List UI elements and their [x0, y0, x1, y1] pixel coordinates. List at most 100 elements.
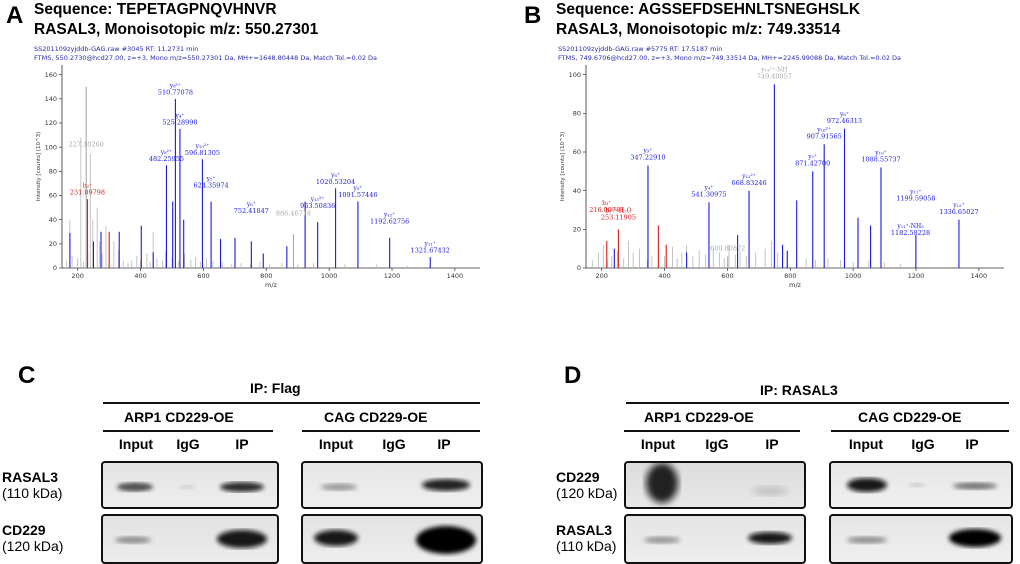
ion-label: y₈⁺ [330, 172, 340, 179]
ion-label: y₆⁺ [246, 201, 256, 208]
ion-label: y₁₀²⁺ [195, 143, 210, 150]
x-tick-label: 200 [596, 272, 608, 280]
mz-label: 1088.55737 [861, 156, 900, 164]
y-tick-label: 100 [569, 71, 581, 79]
mz-label: 510.77078 [158, 88, 193, 96]
spectrum-b-plot: 0 20 40 60 80 100 200 400 600 800 1000 1200 1400 m/z I… [560, 65, 1004, 289]
x-tick-label: 1200 [908, 272, 925, 280]
mz-label: 624.35974 [194, 181, 229, 189]
spectrum-a: SS201109zyjddb-GAG.raw #3045 RT: 11.2731… [28, 43, 488, 290]
panel-c-lane-ip-2: IP [437, 436, 451, 452]
x-tick-label: 600 [197, 272, 209, 280]
ion-label: y₈⁺ [839, 111, 849, 118]
panel-d-group-1-rule [624, 430, 800, 432]
mz-label: 749.40057 [757, 72, 792, 80]
spectrum-a-header-1: SS201109zyjddb-GAG.raw #3045 RT: 11.2731… [34, 45, 199, 53]
mz-label: 752.41847 [234, 207, 269, 215]
mz-label: 886.46718 [276, 209, 311, 217]
mz-label: 600.80872 [710, 245, 745, 253]
y-tick-label: 100 [45, 143, 57, 151]
panel-d-row-2-protein: RASAL3 [556, 522, 613, 538]
mz-label: 347.22910 [630, 154, 665, 162]
blot-d-cd229-arp1 [624, 461, 806, 509]
y-tick-label: 0 [53, 264, 57, 272]
mz-label: 1091.57446 [338, 191, 377, 199]
mz-label: 482.25955 [149, 155, 184, 163]
ion-label: b₃⁺ [602, 200, 611, 207]
mz-label: 1336.65027 [939, 208, 978, 216]
panel-d-lane-ip-2: IP [965, 436, 979, 452]
blot-c-rasal3-cag [301, 461, 483, 509]
panel-d-row-1-kda: (120 kDa) [556, 485, 618, 501]
mz-label: 253.11905 [601, 214, 636, 222]
background-peaks [66, 137, 409, 268]
y-axis-label: Intensity [counts] (10^3) [36, 132, 42, 202]
y-tick-label: 160 [45, 71, 57, 79]
panel-a-protein-mz: RASAL3, Monoisotopic m/z: 550.27301 [34, 21, 319, 38]
ion-label: y₄⁺ [174, 113, 184, 120]
panel-c-lane-input-1: Input [118, 436, 154, 452]
ion-label: y₁₆²⁺ [816, 126, 831, 133]
mz-label: 963.50836 [300, 202, 335, 210]
blot-d-cd229-cag [829, 461, 1013, 509]
mz-label: 596.81305 [185, 149, 220, 157]
panel-c-ip-rule [103, 402, 480, 404]
panel-b-title: Sequence: AGSSEFDSEHNLTSNEGHSLK RASAL3, … [556, 0, 860, 40]
ion-label: y₈²⁺ [169, 82, 181, 89]
x-tick-label: 400 [658, 272, 670, 280]
panel-d-row-2-kda: (110 kDa) [556, 538, 617, 554]
y-tick-label: 60 [573, 148, 581, 156]
mz-label: 907.91565 [807, 132, 842, 140]
mz-label: 1199.59058 [896, 194, 935, 202]
panel-c-row-1-label: RASAL3 (110 kDa) [2, 469, 62, 501]
blot-c-rasal3-arp1 [101, 461, 279, 509]
ion-label: y₁₂⁺ [383, 212, 395, 219]
panel-c-lane-igg-2: IgG [382, 436, 406, 452]
mz-label: 1321.67432 [411, 247, 450, 255]
panel-c-lane-ip-1: IP [235, 436, 249, 452]
panel-c-group-1: ARP1 CD229-OE [124, 409, 234, 425]
x-tick-label: 1000 [321, 272, 338, 280]
spectrum-axes: 0 20 40 60 80 100 120 140 160 200 400 600 800 1000 120… [36, 65, 480, 289]
y-tick-label: 80 [49, 168, 57, 176]
ion-label: y₁₂²⁺ [741, 173, 756, 180]
panel-c-ip-title: IP: Flag [250, 380, 301, 396]
y-tick-label: 60 [49, 192, 57, 200]
panel-letter-d: D [564, 362, 582, 389]
panel-d-lane-input-2: Input [848, 436, 884, 452]
panel-d-row-1-protein: CD229 [556, 469, 600, 485]
panel-c-row-1-protein: RASAL3 [2, 469, 59, 485]
x-tick-label: 200 [72, 272, 84, 280]
x-axis-label: m/z [789, 281, 802, 289]
background-peaks [591, 240, 901, 268]
blot-c-cd229-arp1 [101, 514, 279, 564]
panel-d-row-2-label: RASAL3 (110 kDa) [556, 522, 616, 554]
panel-d-row-1-label: CD229 (120 kDa) [556, 469, 617, 501]
x-axis-label: m/z [265, 281, 278, 289]
mz-label: 871.42700 [795, 159, 830, 167]
ion-label: b₂⁺ [83, 183, 92, 190]
blot-d-rasal3-cag-bands [847, 529, 1001, 547]
x-tick-label: 1400 [971, 272, 988, 280]
ion-label: y₁₂⁺ [952, 202, 964, 209]
spectrum-b-header-2: FTMS, 749.6706@hcd27.00, z=+3, Mono m/z=… [558, 54, 902, 62]
ion-label: y₁₀⁺ [874, 150, 886, 157]
blot-c-rasal3-arp1-bands [117, 482, 264, 492]
spectrum-axes: 0 20 40 60 80 100 200 400 600 800 1000 1200 1400 m/z I… [560, 65, 1004, 289]
ion-label: y₁₁⁺-NH₃ [896, 223, 924, 230]
y-tick-label: 20 [49, 240, 57, 248]
ion-label: y₃⁺ [642, 148, 652, 155]
panel-c-row-2-protein: CD229 [2, 522, 46, 538]
x-tick-label: 600 [721, 272, 733, 280]
mz-label: 216.09781 [589, 206, 624, 214]
ion-label: y₅⁺ [206, 175, 216, 182]
mz-label: 525.28998 [162, 119, 197, 127]
panel-c-group-2-rule [302, 430, 480, 432]
y-axis-label: Intensity [counts] (10^3) [560, 132, 566, 202]
blot-c-rasal3-cag-bands [321, 479, 470, 491]
mz-label: 231.09798 [70, 189, 105, 197]
annotated-peaks [69, 86, 431, 268]
y-tick-label: 0 [577, 264, 581, 272]
x-tick-label: 1400 [447, 272, 464, 280]
